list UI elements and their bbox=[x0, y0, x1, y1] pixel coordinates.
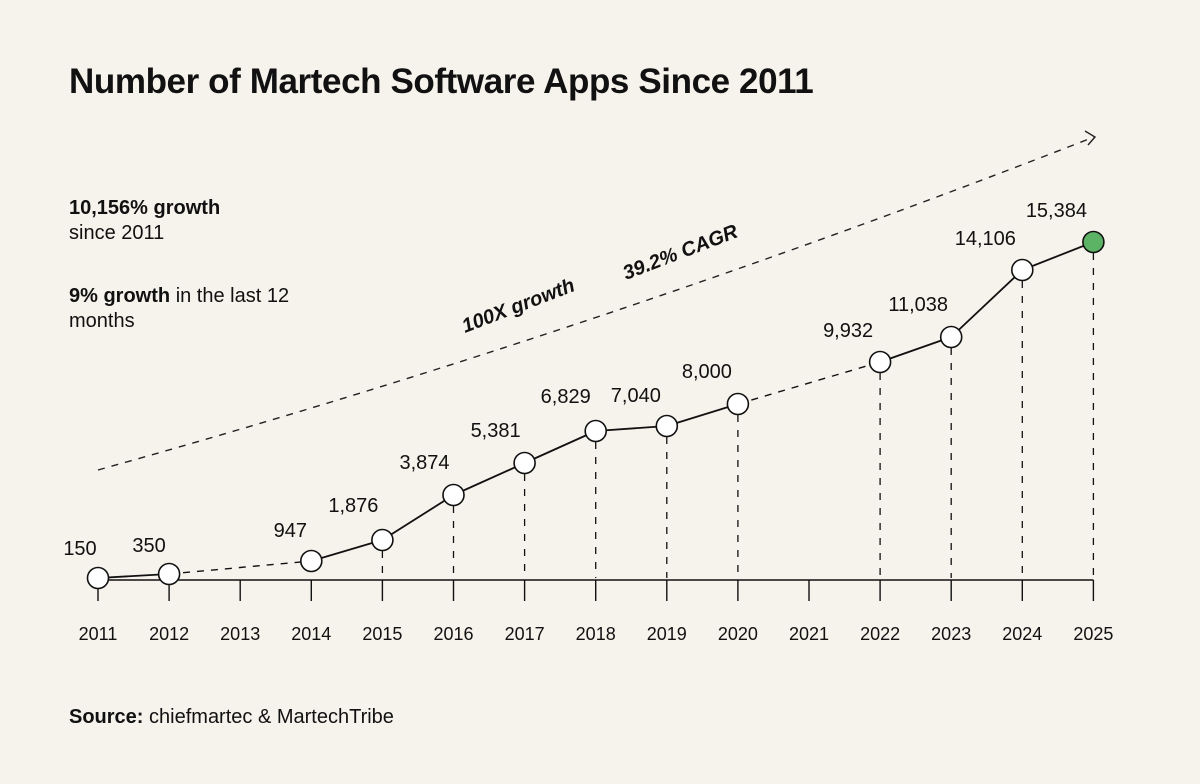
x-tick-label: 2023 bbox=[931, 624, 971, 644]
series-line-segment bbox=[453, 462, 525, 496]
series-line-segment bbox=[666, 403, 739, 427]
trend-arrowhead bbox=[1084, 130, 1097, 146]
data-point bbox=[584, 419, 608, 443]
total-growth-caption: since 2011 bbox=[69, 222, 165, 244]
data-label: 6,829 bbox=[541, 386, 591, 408]
recent-growth-stat: 9% growth in the last 12 months bbox=[69, 284, 309, 334]
x-tick-label: 2017 bbox=[505, 624, 545, 644]
data-label: 11,038 bbox=[888, 294, 948, 316]
data-label: 15,384 bbox=[1026, 200, 1087, 222]
data-label: 947 bbox=[274, 520, 307, 542]
x-tick-label: 2013 bbox=[220, 624, 260, 644]
data-label: 150 bbox=[63, 538, 96, 560]
x-tick-label: 2022 bbox=[860, 624, 900, 644]
series-line-segment bbox=[311, 539, 383, 562]
series-gap-segment bbox=[169, 560, 312, 575]
data-point bbox=[655, 414, 679, 438]
series-line-segment bbox=[97, 573, 170, 579]
series-line-segment bbox=[595, 425, 667, 432]
series-gap-segment bbox=[737, 361, 881, 405]
data-point-highlight bbox=[1082, 230, 1105, 254]
series-line-segment bbox=[1021, 241, 1094, 271]
x-tick-label: 2014 bbox=[291, 624, 331, 644]
chart-title: Number of Martech Software Apps Since 20… bbox=[69, 62, 814, 101]
data-point bbox=[1010, 258, 1034, 282]
x-tick-label: 2012 bbox=[149, 624, 189, 644]
series-line-segment bbox=[950, 269, 1023, 338]
x-tick-label: 2019 bbox=[647, 624, 687, 644]
x-tick-label: 2016 bbox=[433, 624, 473, 644]
data-label: 1,876 bbox=[328, 495, 378, 517]
data-point bbox=[442, 483, 465, 507]
data-point bbox=[371, 528, 394, 552]
series-line-segment bbox=[879, 336, 952, 363]
data-label: 7,040 bbox=[611, 385, 661, 407]
data-label: 350 bbox=[132, 535, 165, 557]
x-tick-label: 2024 bbox=[1002, 624, 1042, 644]
x-tick-label: 2025 bbox=[1073, 624, 1113, 644]
data-label: 14,106 bbox=[955, 228, 1016, 250]
total-growth-stat: 10,156% growth since 2011 bbox=[69, 196, 309, 246]
data-label: 8,000 bbox=[682, 361, 732, 383]
growth-annotation: 100X growth bbox=[459, 275, 578, 338]
series-line-segment bbox=[381, 494, 454, 541]
source-text: chiefmartec & MartechTribe bbox=[149, 706, 394, 728]
data-label: 5,381 bbox=[471, 420, 521, 442]
data-point bbox=[868, 350, 892, 374]
data-point bbox=[939, 325, 963, 349]
data-label: 9,932 bbox=[823, 320, 873, 342]
data-label: 3,874 bbox=[399, 452, 449, 474]
data-point bbox=[299, 549, 323, 573]
x-tick-label: 2018 bbox=[576, 624, 616, 644]
data-point bbox=[86, 566, 110, 590]
source-note: Source: chiefmartec & MartechTribe bbox=[69, 706, 394, 729]
trend-arrow bbox=[97, 136, 1095, 471]
recent-growth-value: 9% growth bbox=[69, 285, 171, 307]
data-point bbox=[513, 451, 536, 475]
cagr-annotation: 39.2% CAGR bbox=[620, 221, 742, 285]
source-label: Source: bbox=[69, 706, 144, 728]
x-tick-label: 2011 bbox=[79, 624, 118, 644]
total-growth-value: 10,156% growth bbox=[69, 197, 221, 219]
x-tick-label: 2021 bbox=[789, 624, 829, 644]
x-tick-label: 2015 bbox=[362, 624, 402, 644]
recent-growth-caption: in the last 12 months bbox=[69, 285, 290, 332]
data-point bbox=[157, 562, 181, 586]
series-line-segment bbox=[524, 430, 597, 464]
data-point bbox=[726, 392, 750, 416]
x-tick-label: 2020 bbox=[718, 624, 758, 644]
